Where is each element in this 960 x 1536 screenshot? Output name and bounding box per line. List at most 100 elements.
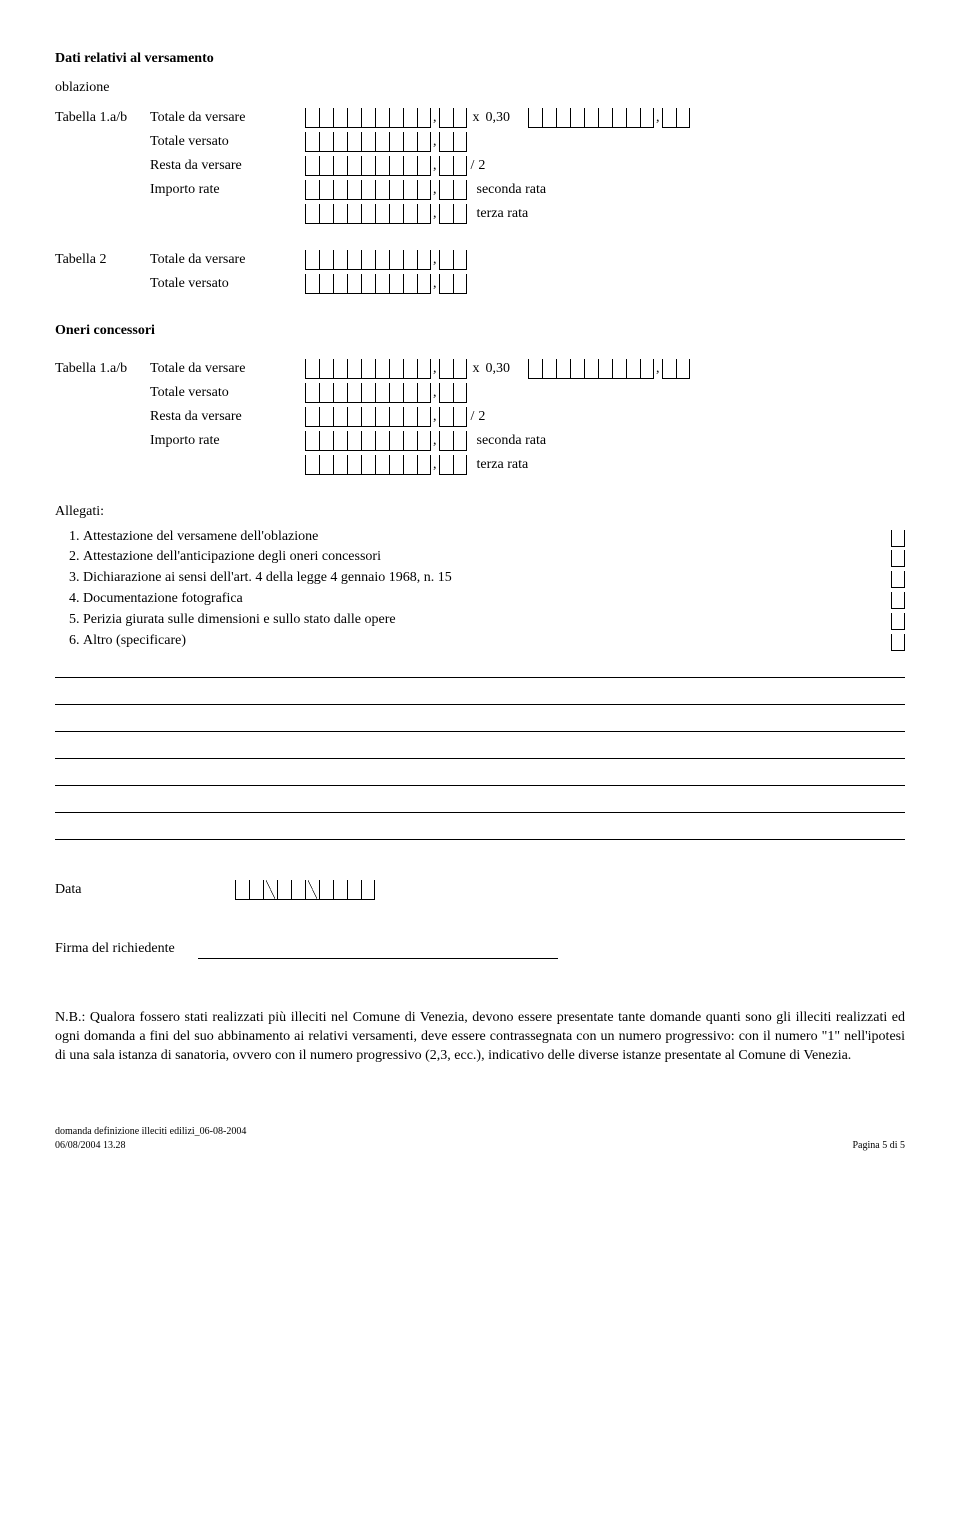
checkbox[interactable] — [891, 550, 905, 567]
div2: 2 — [478, 408, 485, 427]
slash: / — [471, 157, 475, 176]
input-cells[interactable] — [528, 108, 654, 128]
write-line[interactable] — [55, 821, 905, 840]
input-cells[interactable] — [439, 359, 467, 379]
checkbox[interactable] — [891, 530, 905, 547]
write-line[interactable] — [55, 713, 905, 732]
comma: , — [433, 408, 437, 427]
input-cells[interactable] — [439, 108, 467, 128]
tab2-prefix: Tabella 2 — [55, 251, 150, 270]
input-cells[interactable] — [439, 250, 467, 270]
list-item: Attestazione del versamene dell'oblazion… — [83, 528, 905, 547]
checkbox[interactable] — [891, 613, 905, 630]
list-item: Perizia giurata sulle dimensioni e sullo… — [83, 611, 905, 630]
data-label: Data — [55, 881, 235, 900]
oblazione-label: oblazione — [55, 79, 905, 98]
tab3-prefix: Tabella 1.a/b — [55, 360, 150, 379]
write-line[interactable] — [55, 740, 905, 759]
tab2-totale-da-versare: Totale da versare — [150, 251, 305, 270]
input-cells[interactable] — [439, 156, 467, 176]
input-cells[interactable] — [305, 383, 431, 403]
comma: , — [433, 384, 437, 403]
nb-text: Qualora fossero stati realizzati più ill… — [55, 1010, 905, 1063]
tab2-totale-versato: Totale versato — [150, 275, 305, 294]
input-cells[interactable] — [305, 431, 431, 451]
list-item: Attestazione dell'anticipazione degli on… — [83, 548, 905, 567]
comma: , — [433, 360, 437, 379]
comma: , — [433, 275, 437, 294]
seconda-rata: seconda rata — [477, 432, 547, 451]
oneri-title: Oneri concessori — [55, 322, 905, 341]
div2: 2 — [478, 157, 485, 176]
comma: , — [656, 360, 660, 379]
input-cells[interactable] — [439, 274, 467, 294]
comma: , — [433, 205, 437, 224]
checkbox[interactable] — [891, 592, 905, 609]
firma-label: Firma del richiedente — [55, 941, 175, 956]
footer-left-1: domanda definizione illeciti edilizi_06-… — [55, 1125, 246, 1139]
allegati-list: Attestazione del versamene dell'oblazion… — [55, 528, 905, 651]
terza-rata: terza rata — [477, 456, 529, 475]
tab3-importo: Importo rate — [150, 432, 305, 451]
tab1-totale-da-versare: Totale da versare — [150, 109, 305, 128]
page-title: Dati relativi al versamento — [55, 50, 905, 69]
nb-label: N.B.: — [55, 1010, 85, 1025]
input-cells[interactable] — [439, 407, 467, 427]
tab1-importo: Importo rate — [150, 181, 305, 200]
input-cells[interactable] — [305, 274, 431, 294]
rate-factor: 0,30 — [486, 109, 511, 128]
checkbox[interactable] — [891, 571, 905, 588]
input-cells[interactable] — [305, 204, 431, 224]
write-line[interactable] — [55, 794, 905, 813]
input-cells[interactable] — [439, 431, 467, 451]
footer-right: Pagina 5 di 5 — [853, 1139, 906, 1153]
input-cells[interactable] — [662, 108, 690, 128]
input-cells[interactable] — [439, 132, 467, 152]
list-item: Dichiarazione ai sensi dell'art. 4 della… — [83, 569, 905, 588]
list-item: Altro (specificare) — [83, 632, 905, 651]
write-line[interactable] — [55, 659, 905, 678]
input-cells[interactable] — [439, 383, 467, 403]
input-cells[interactable] — [305, 132, 431, 152]
input-cells[interactable] — [305, 359, 431, 379]
input-cells[interactable] — [305, 108, 431, 128]
date-input[interactable] — [235, 880, 375, 900]
write-line[interactable] — [55, 686, 905, 705]
nb-paragraph: N.B.: Qualora fossero stati realizzati p… — [55, 1009, 905, 1066]
footer: domanda definizione illeciti edilizi_06-… — [55, 1125, 905, 1152]
input-cells[interactable] — [439, 455, 467, 475]
list-item: Documentazione fotografica — [83, 590, 905, 609]
input-cells[interactable] — [305, 455, 431, 475]
tab3-totale-versato: Totale versato — [150, 384, 305, 403]
input-cells[interactable] — [305, 156, 431, 176]
comma: , — [433, 456, 437, 475]
input-cells[interactable] — [528, 359, 654, 379]
input-cells[interactable] — [305, 407, 431, 427]
tab3-totale-da-versare: Totale da versare — [150, 360, 305, 379]
tab1-prefix: Tabella 1.a/b — [55, 109, 150, 128]
x-label: x — [473, 109, 480, 128]
comma: , — [433, 133, 437, 152]
seconda-rata: seconda rata — [477, 181, 547, 200]
input-cells[interactable] — [662, 359, 690, 379]
checkbox[interactable] — [891, 634, 905, 651]
comma: , — [433, 181, 437, 200]
input-cells[interactable] — [305, 180, 431, 200]
comma: , — [656, 109, 660, 128]
slash: / — [471, 408, 475, 427]
comma: , — [433, 251, 437, 270]
input-cells[interactable] — [439, 204, 467, 224]
comma: , — [433, 157, 437, 176]
tab1-totale-versato: Totale versato — [150, 133, 305, 152]
allegati-title: Allegati: — [55, 503, 905, 522]
footer-left-2: 06/08/2004 13.28 — [55, 1139, 246, 1153]
signature-line[interactable] — [198, 958, 558, 959]
input-cells[interactable] — [439, 180, 467, 200]
rate-factor: 0,30 — [486, 360, 511, 379]
tab1-resta: Resta da versare — [150, 157, 305, 176]
input-cells[interactable] — [305, 250, 431, 270]
comma: , — [433, 109, 437, 128]
tab3-resta: Resta da versare — [150, 408, 305, 427]
terza-rata: terza rata — [477, 205, 529, 224]
write-line[interactable] — [55, 767, 905, 786]
